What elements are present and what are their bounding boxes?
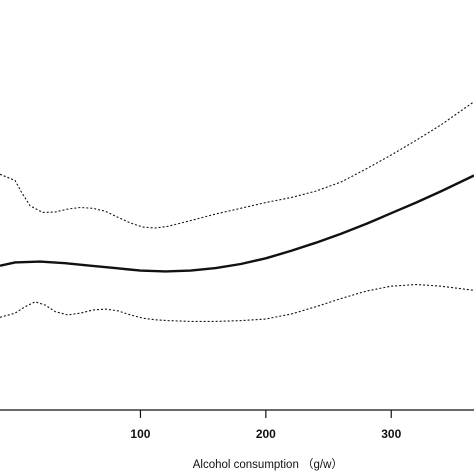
upper-ci-line [0, 101, 474, 229]
curves-layer [0, 101, 474, 322]
x-tick-label: 100 [130, 427, 150, 441]
x-tick-label: 300 [381, 427, 401, 441]
estimate-line [0, 174, 474, 273]
x-tick-label: 200 [256, 427, 276, 441]
lower-ci-line [0, 283, 474, 322]
x-ticks: 100 200 300 [130, 410, 402, 441]
x-axis-title: Alcohol consumption （g/w） [193, 458, 343, 471]
